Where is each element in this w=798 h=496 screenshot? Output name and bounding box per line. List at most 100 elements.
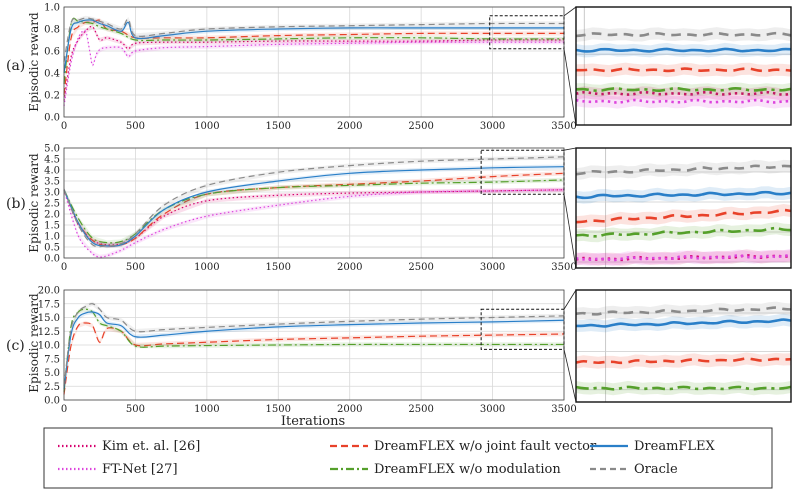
x-tick-label: 3000 <box>480 121 505 132</box>
inset-series-line-dreamflex-w-o-modulation <box>576 385 791 391</box>
inset-series-line-kim-et-al-26- <box>576 90 791 96</box>
legend-label: DreamFLEX w/o modulation <box>374 462 561 477</box>
inset-series-line-ft-net-27- <box>576 253 791 262</box>
x-tick-label: 1500 <box>266 404 291 415</box>
legend-entry: DreamFLEX w/o joint fault vector <box>330 439 597 454</box>
x-tick-label: 2000 <box>337 121 362 132</box>
inset-series-line-oracle <box>576 306 791 316</box>
y-tick-label: 1.0 <box>44 232 60 243</box>
y-tick-label: 3.0 <box>44 188 60 199</box>
series-band <box>64 187 564 247</box>
legend-label: Oracle <box>634 462 678 477</box>
series-line-oracle <box>63 156 565 248</box>
axes-frame <box>63 289 565 401</box>
zoom-connector <box>563 147 577 151</box>
ylabel-c: Episodic reward <box>27 293 41 393</box>
series-line-dreamflex <box>63 166 565 247</box>
series-line-ft-net-27- <box>63 189 565 258</box>
zoom-region <box>489 15 565 50</box>
x-tick-label: 3500 <box>551 121 576 132</box>
series-line-dreamflex <box>63 311 565 390</box>
y-tick-label: 0.5 <box>44 243 60 254</box>
y-tick-label: 7.5 <box>44 354 60 365</box>
zoom-inset-1 <box>575 6 792 126</box>
series-band <box>64 177 564 245</box>
xlabel: Iterations <box>281 414 345 429</box>
inset-series-line-dreamflex-w-o-joint-fault-vector <box>576 208 791 224</box>
x-tick-label: 500 <box>126 262 145 273</box>
series-line-dreamflex <box>63 19 564 74</box>
inset-series-band <box>576 94 791 109</box>
y-tick-label: 2.0 <box>44 210 60 221</box>
zoom-connector <box>563 349 577 403</box>
panel-label-b: (b) <box>6 196 26 212</box>
zoom-region <box>480 308 565 350</box>
inset-series-line-dreamflex-w-o-modulation <box>576 226 791 238</box>
y-tick-label: 0.0 <box>44 396 60 407</box>
series-line-dreamflex-w-o-joint-fault-vector <box>63 19 564 96</box>
series-line-oracle <box>63 303 565 387</box>
y-tick-label: 2.5 <box>44 199 60 210</box>
series-line-dreamflex-w-o-joint-fault-vector <box>63 322 565 395</box>
inset-series-line-oracle <box>576 31 791 38</box>
y-tick-label: 15.0 <box>38 313 60 324</box>
series-line-dreamflex-w-o-joint-fault-vector <box>63 172 565 247</box>
series-line-kim-et-al-26- <box>63 25 565 101</box>
inset-frame <box>575 289 792 403</box>
series-band <box>64 320 564 397</box>
series-band <box>64 15 564 65</box>
y-tick-label: 10.0 <box>38 341 60 352</box>
y-tick-label: 0.6 <box>44 47 60 58</box>
x-tick-label: 2500 <box>408 404 433 415</box>
inset-frame <box>575 147 792 269</box>
x-tick-label: 1500 <box>266 262 291 273</box>
axes-frame <box>63 147 565 259</box>
y-tick-label: 20.0 <box>38 286 60 297</box>
x-tick-label: 2500 <box>408 262 433 273</box>
legend-entry: DreamFLEX w/o modulation <box>330 462 561 477</box>
x-tick-label: 2000 <box>337 404 362 415</box>
zoom-connector <box>563 194 577 269</box>
y-tick-label: 4.5 <box>44 155 60 166</box>
inset-series-line-oracle <box>576 164 791 176</box>
legend-entry: DreamFLEX <box>590 439 716 454</box>
x-tick-label: 2500 <box>408 121 433 132</box>
axes-frame <box>63 6 565 118</box>
chart-panel-1: 0.0 0.2 0.4 0.6 0.8 1.0 0 500 1000 1500 2000 2500 30… <box>44 3 577 133</box>
legend-entry: Oracle <box>590 462 678 477</box>
inset-series-line-dreamflex-w-o-modulation <box>576 86 791 93</box>
x-tick-label: 1000 <box>194 121 219 132</box>
y-tick-label: 1.0 <box>44 3 60 14</box>
y-tick-label: 2.5 <box>44 382 60 393</box>
x-tick-label: 500 <box>126 404 145 415</box>
inset-series-band <box>576 301 791 321</box>
inset-series-band <box>576 159 791 181</box>
x-tick-label: 0 <box>61 262 67 273</box>
y-tick-label: 4.0 <box>44 166 60 177</box>
series-band <box>64 29 564 109</box>
y-tick-label: 0.2 <box>44 91 60 102</box>
legend-entry: FT-Net [27] <box>58 462 178 477</box>
inset-series-band <box>576 249 791 266</box>
series-line-ft-net-27- <box>63 29 564 107</box>
zoom-connector <box>563 48 577 126</box>
y-tick-label: 0.0 <box>44 113 60 124</box>
inset-series-band <box>576 27 791 42</box>
ylabel-b: Episodic reward <box>27 153 41 253</box>
zoom-inset-2 <box>575 147 792 269</box>
inset-series-line-ft-net-27- <box>576 98 791 104</box>
y-tick-label: 5.0 <box>44 368 60 379</box>
x-tick-label: 3500 <box>551 262 576 273</box>
panel-label-a: (a) <box>6 58 25 74</box>
inset-series-line-dreamflex <box>576 190 791 200</box>
zoom-inset-3 <box>575 289 792 403</box>
zoom-connector <box>563 289 577 310</box>
series-line-oracle <box>63 17 565 63</box>
legend-label: DreamFLEX w/o joint fault vector <box>374 439 597 454</box>
inset-series-line-dreamflex-w-o-joint-fault-vector <box>576 357 791 365</box>
y-tick-label: 1.5 <box>44 221 60 232</box>
x-tick-label: 3000 <box>480 404 505 415</box>
ylabel-a: Episodic reward <box>27 12 41 112</box>
inset-series-band <box>576 248 791 267</box>
